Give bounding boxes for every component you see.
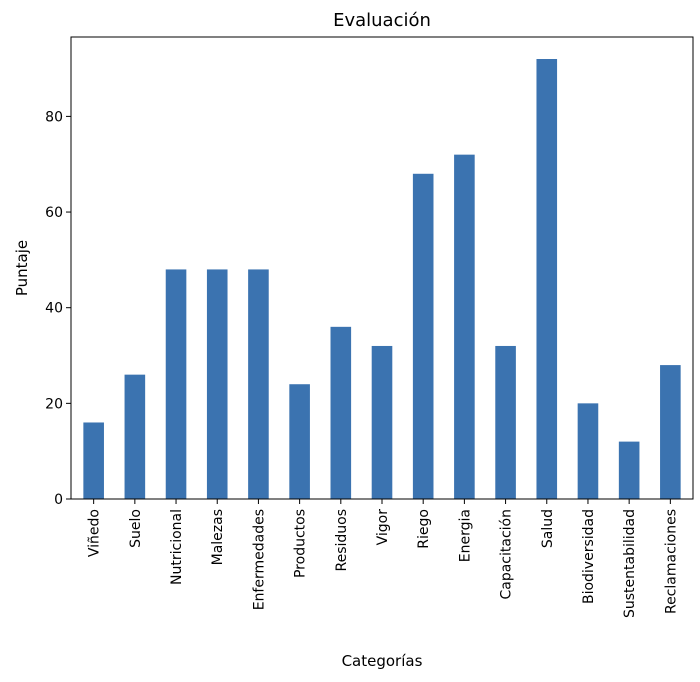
x-tick-label: Suelo — [128, 509, 144, 548]
bar-13 — [618, 441, 640, 499]
x-axis-label: Categorías — [342, 652, 423, 670]
x-axis-ticks: Viñedo Suelo Nutricional Malezas Enfermedade… — [87, 499, 679, 618]
bar-7 — [371, 345, 393, 499]
bar-11 — [536, 59, 558, 499]
bar-3 — [206, 269, 228, 499]
chart-title: Evaluación — [333, 10, 431, 31]
y-tick-label: 0 — [54, 492, 63, 508]
plot-frame — [70, 36, 694, 500]
y-tick-label: 60 — [45, 205, 63, 221]
bar-6 — [330, 326, 352, 499]
bar-1 — [124, 374, 146, 499]
y-axis-ticks: 0 20 40 60 80 — [45, 109, 71, 508]
bar-10 — [495, 345, 516, 499]
bar-5 — [289, 384, 310, 499]
bar-0 — [83, 422, 104, 499]
x-tick-label: Biodiversidad — [581, 509, 597, 604]
x-tick-label: Capacitación — [499, 509, 515, 600]
bar-2 — [165, 269, 187, 499]
x-tick-label: Residuos — [334, 509, 350, 572]
bar-8 — [412, 173, 434, 499]
y-tick-label: 20 — [45, 396, 63, 412]
y-tick-label: 40 — [45, 301, 63, 317]
bar-4 — [248, 269, 269, 499]
bar-9 — [454, 154, 475, 499]
x-tick-label: Nutricional — [169, 509, 185, 585]
x-tick-label: Salud — [540, 509, 556, 548]
x-tick-label: Energia — [457, 509, 473, 562]
x-tick-label: Productos — [293, 509, 309, 578]
y-axis-label: Puntaje — [13, 240, 31, 296]
x-tick-label: Enfermedades — [251, 509, 267, 610]
bars-group — [83, 59, 681, 499]
bar-12 — [577, 403, 599, 499]
x-tick-label: Vigor — [375, 509, 391, 546]
x-tick-label: Viñedo — [87, 509, 103, 557]
x-tick-label: Malezas — [210, 509, 226, 565]
y-tick-label: 80 — [45, 109, 63, 125]
x-tick-label: Sustentabilidad — [622, 509, 638, 618]
x-tick-label: Riego — [416, 509, 432, 549]
x-tick-label: Reclamaciones — [663, 509, 679, 614]
bar-14 — [660, 365, 681, 499]
